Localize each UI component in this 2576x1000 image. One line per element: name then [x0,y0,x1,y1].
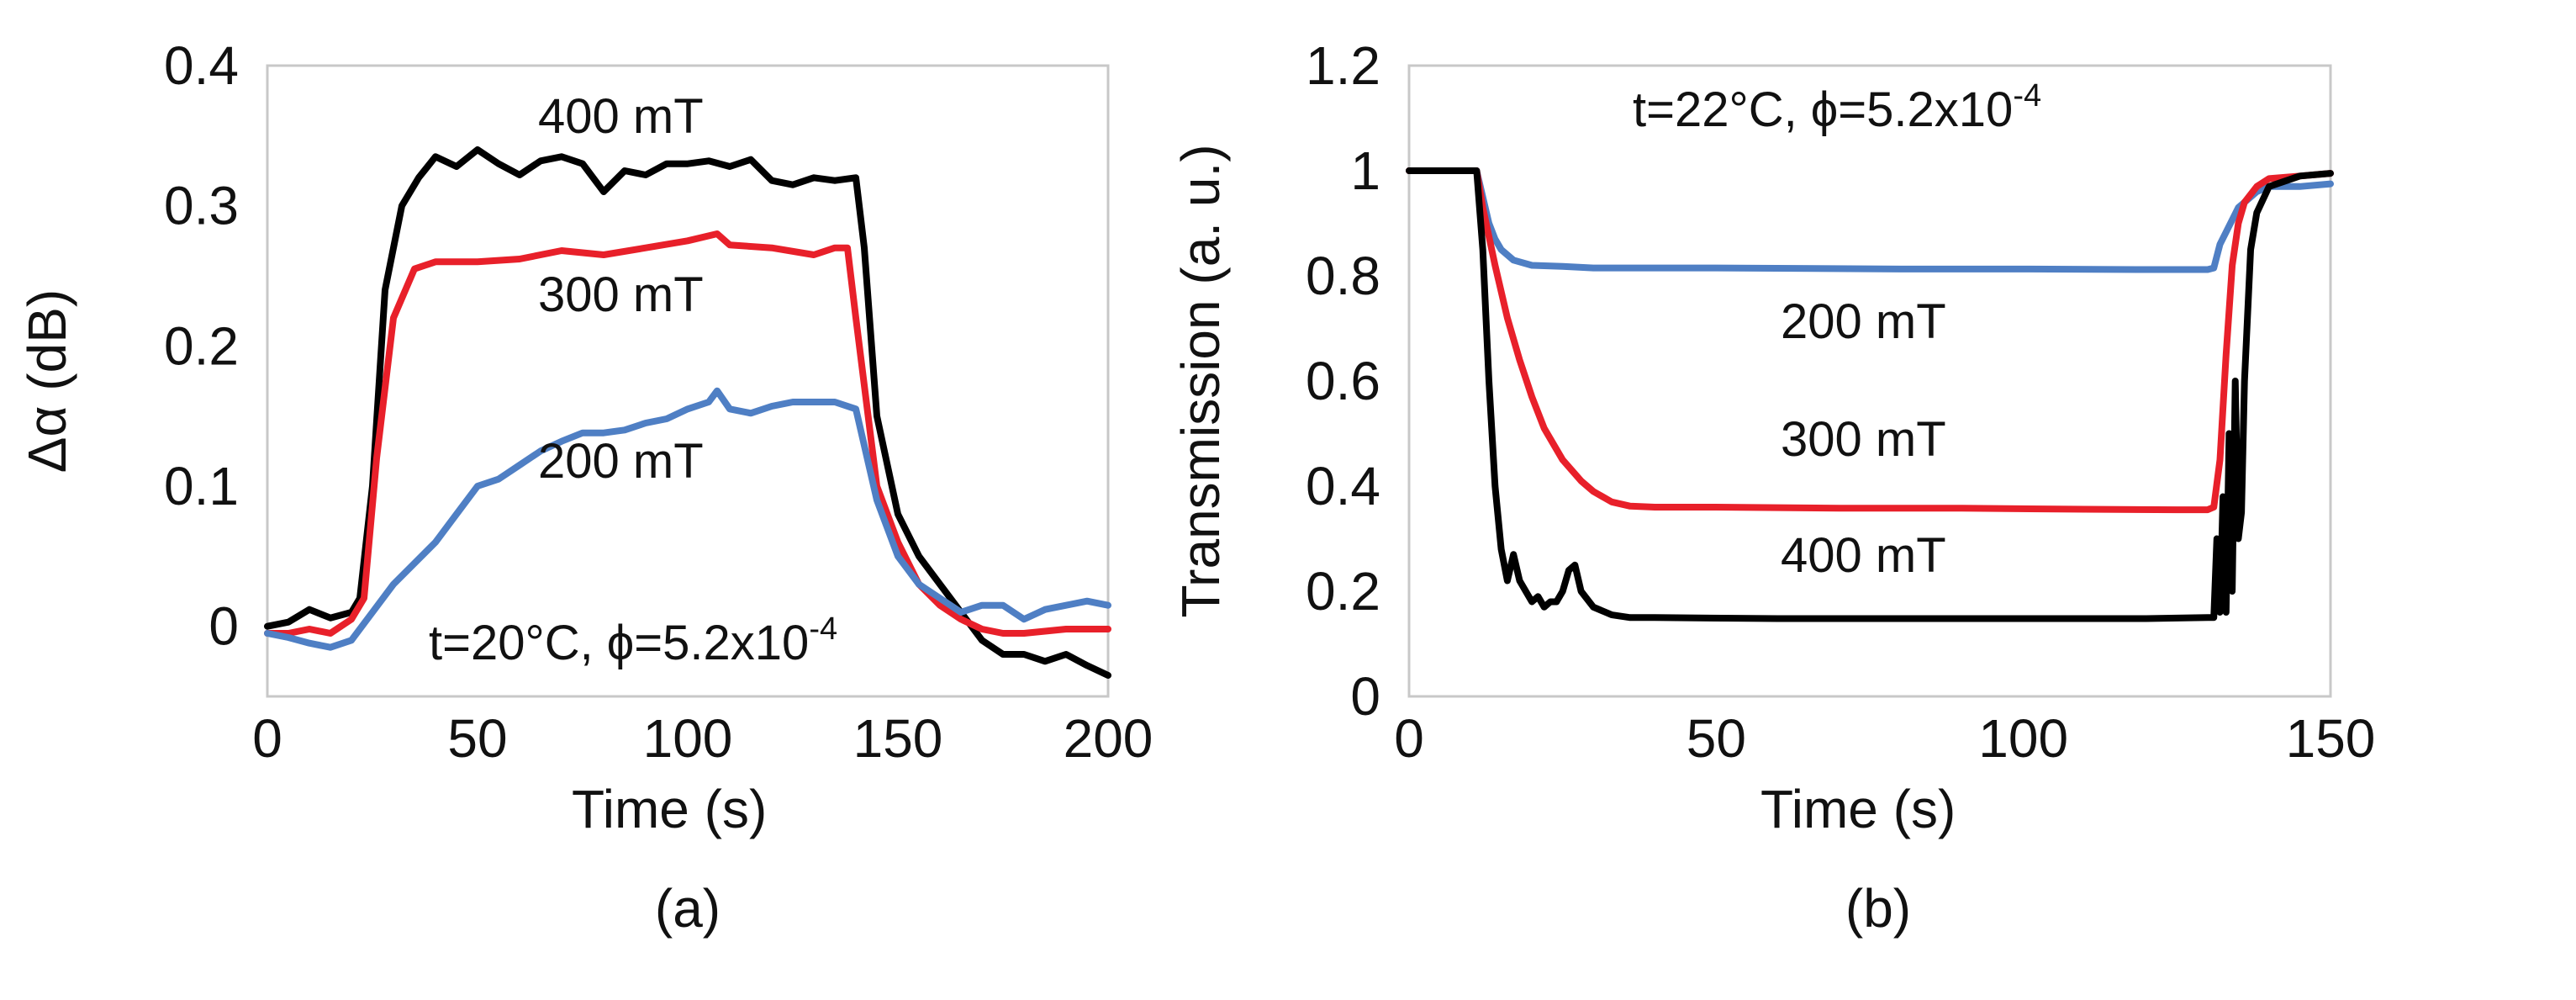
y-tick-label-b-3: 0.6 [1306,351,1380,411]
series-line-b-300mT [1406,167,2334,514]
series-line-b-400mT [1406,167,2334,622]
series-label-300mT-a: 300 mT [538,267,704,322]
x-tick-label-a-1: 50 [447,708,507,769]
panel-a: 0 50 100 150 200 0 0.1 0.2 0.3 0.4 Time (s) Δα (d… [17,35,1153,939]
x-tick-label-a-4: 200 [1064,708,1153,769]
series-label-400mT-a: 400 mT [538,89,704,144]
plot-area-a [266,64,1110,698]
panel-b: 0 50 100 150 0 0.2 0.4 0.6 0.8 1 1.2 Time (s) Tran… [1170,35,2375,939]
x-tick-label-b-0: 0 [1394,708,1424,769]
y-tick-label-a-3: 0.3 [164,176,239,236]
x-tick-label-b-3: 150 [2286,708,2376,769]
y-tick-label-a-4: 0.4 [164,35,239,96]
y-tick-label-b-2: 0.4 [1306,456,1380,516]
x-tick-label-a-3: 150 [853,708,943,769]
series-group-b [1406,167,2334,622]
x-tick-label-a-0: 0 [252,708,282,769]
series-label-300mT-b: 300 mT [1781,412,1946,467]
series-line-a-300mT [264,230,1111,637]
ticks-group-a: 0 50 100 150 200 0 0.1 0.2 0.3 0.4 [164,35,1153,769]
series-line-a-200mT [264,387,1111,651]
x-tick-label-b-1: 50 [1687,708,1746,769]
x-axis-title-b: Time (s) [1760,779,1956,839]
series-label-200mT-a: 200 mT [538,434,704,489]
y-tick-label-b-0: 0 [1350,666,1380,727]
condition-text-a: t=20°C, ϕ=5.2x10 [429,616,809,670]
y-axis-title-b: Transmission (a. u.) [1170,144,1231,617]
panel-caption-a: (a) [655,878,721,939]
y-tick-label-a-2: 0.2 [164,315,239,376]
y-tick-label-b-5: 1 [1350,140,1380,201]
series-label-400mT-b: 400 mT [1781,528,1946,583]
series-group-a [264,146,1111,679]
y-axis-title-a: Δα (dB) [17,289,77,473]
condition-annotation-a: t=20°C, ϕ=5.2x10-4 [429,611,837,670]
condition-annotation-b: t=22°C, ϕ=5.2x10-4 [1633,78,2041,137]
condition-exponent-a: -4 [809,611,837,647]
y-tick-label-b-4: 0.8 [1306,246,1380,306]
panel-caption-b: (b) [1845,878,1911,939]
x-axis-title-a: Time (s) [572,779,767,839]
series-label-200mT-b: 200 mT [1781,294,1946,349]
x-tick-label-b-2: 100 [1978,708,2068,769]
condition-exponent-b: -4 [2013,78,2041,114]
x-tick-label-a-2: 100 [643,708,733,769]
y-tick-label-b-1: 0.2 [1306,561,1380,622]
y-tick-label-a-1: 0.1 [164,456,239,516]
y-tick-label-a-0: 0 [209,596,239,657]
condition-text-b: t=22°C, ϕ=5.2x10 [1633,82,2013,137]
y-tick-label-b-6: 1.2 [1306,35,1380,96]
ticks-group-b: 0 50 100 150 0 0.2 0.4 0.6 0.8 1 1.2 [1306,35,2375,769]
